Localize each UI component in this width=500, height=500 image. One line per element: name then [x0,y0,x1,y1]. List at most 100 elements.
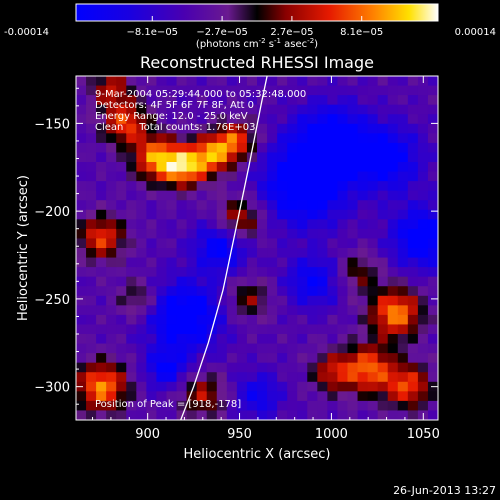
heatmap-cell [337,257,349,268]
heatmap-cell [156,257,168,268]
heatmap-cell [287,228,298,240]
heatmap-cell [146,372,158,383]
heatmap-cell [146,362,158,373]
heatmap-cell [327,190,339,201]
heatmap-cell [246,200,258,211]
heatmap-cell [397,286,409,297]
heatmap-cell [246,85,258,96]
heatmap-cell [156,76,168,87]
heatmap-cell [277,257,288,268]
heatmap-cell [267,391,278,402]
heatmap-cell [156,209,168,220]
heatmap-cell [186,123,198,134]
heatmap-cell [186,152,198,163]
heatmap-cell [407,248,419,259]
heatmap-cell [216,209,228,220]
heatmap-cell [417,200,429,211]
heatmap-cell [146,133,158,144]
heatmap-cell [327,104,339,115]
heatmap-cell [337,343,349,354]
heatmap-cell [96,152,107,163]
heatmap-cell [126,104,137,115]
heatmap-cell [427,228,438,240]
heatmap-cell [287,209,298,220]
heatmap-cell [357,257,369,268]
heatmap-cell [297,381,308,392]
heatmap-cell [407,162,419,173]
heatmap-cell [236,219,248,230]
heatmap-cell [86,85,97,96]
heatmap-cell [347,276,359,287]
heatmap-cell [76,295,87,306]
heatmap-cell [136,133,147,144]
heatmap-cell [106,114,117,125]
heatmap-cell [166,400,178,412]
heatmap-cell [307,228,318,240]
heatmap-cell [317,162,328,173]
heatmap-cell [427,219,438,230]
heatmap-cell [317,267,328,278]
heatmap-cell [387,152,399,163]
heatmap-cell [397,248,409,259]
heatmap-cell [76,85,87,96]
heatmap-cell [377,257,389,268]
heatmap-cell [357,314,369,326]
heatmap-cell [226,276,238,287]
x-tick-label: 950 [227,427,252,442]
heatmap-cell [257,123,268,134]
heatmap-cell [397,353,409,364]
heatmap-cell [206,372,218,383]
heatmap-cell [337,391,349,402]
heatmap-cell [257,381,268,392]
heatmap-cell [96,305,107,316]
heatmap-cell [76,209,87,220]
heatmap-cell [196,238,208,249]
heatmap-cell [216,200,228,211]
heatmap-cell [86,209,97,220]
x-tick-label: 1000 [315,427,348,442]
heatmap-cell [106,257,117,268]
heatmap-cell [206,162,218,173]
heatmap-cell [347,228,359,240]
heatmap-cell [377,219,389,230]
heatmap-cell [196,334,208,345]
heatmap-cell [86,228,97,240]
heatmap-cell [327,152,339,163]
heatmap-cell [176,114,188,125]
heatmap-cell [267,267,278,278]
heatmap-cell [196,314,208,326]
heatmap-cell [417,353,429,364]
heatmap-cell [176,238,188,249]
heatmap-cell [297,219,308,230]
heatmap-cell [226,410,238,420]
heatmap-cell [397,400,409,412]
heatmap-cell [317,353,328,364]
heatmap-cell [397,276,409,287]
heatmap-cell [327,248,339,259]
heatmap-cell [407,200,419,211]
heatmap-cell [126,410,137,420]
heatmap-cell [226,95,238,106]
heatmap-cell [427,162,438,173]
heatmap-cell [206,171,218,182]
heatmap-cell [287,334,298,345]
heatmap-cell [136,200,147,211]
heatmap-cell [317,95,328,106]
heatmap-cell [287,133,298,144]
heatmap-cell [146,353,158,364]
heatmap-cell [277,200,288,211]
heatmap-cell [417,314,429,326]
heatmap-cell [176,123,188,134]
heatmap-cell [186,295,198,306]
heatmap-cell [76,324,87,335]
heatmap-cell [146,343,158,354]
heatmap-cell [146,295,158,306]
heatmap-cell [146,104,158,115]
heatmap-cell [387,114,399,125]
heatmap-cell [116,314,127,326]
heatmap-cell [216,381,228,392]
heatmap-cell [156,238,168,249]
heatmap-cell [357,142,369,154]
heatmap-cell [377,76,389,87]
heatmap-cell [116,219,127,230]
